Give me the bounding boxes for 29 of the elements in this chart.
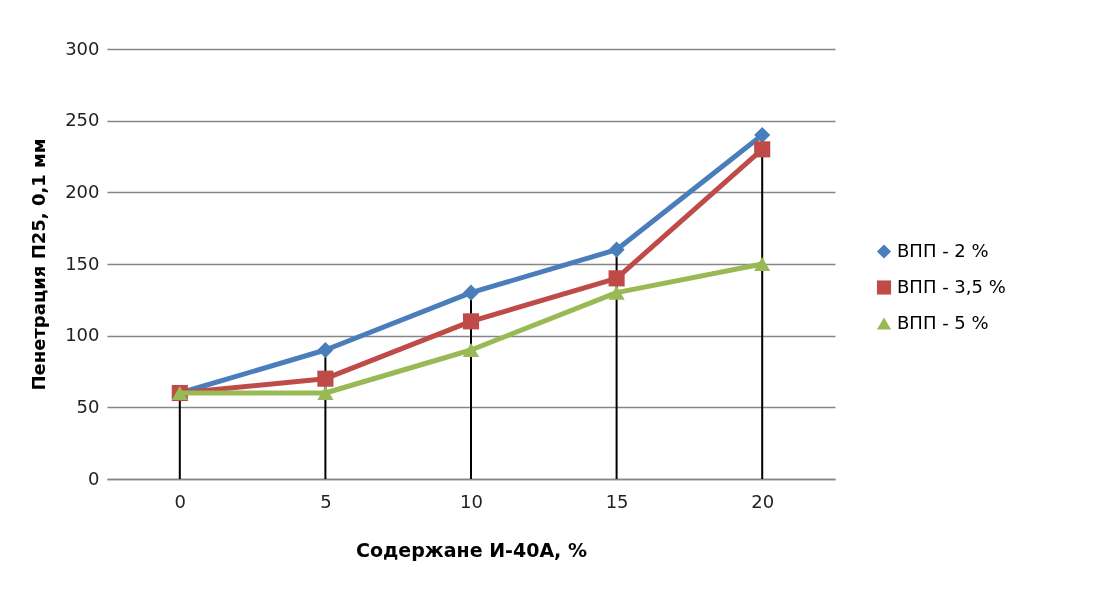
- point: [462, 284, 480, 301]
- y-tick-label: 250: [65, 109, 100, 131]
- y-tick-label: 0: [88, 467, 100, 489]
- y-tick-label: 300: [65, 37, 100, 59]
- point: [462, 343, 480, 357]
- x-tick-label: 0: [174, 490, 187, 512]
- point: [462, 313, 480, 330]
- point: [754, 126, 771, 144]
- legend-label: ВПП - 2 %: [897, 239, 989, 261]
- legend-label: ВПП - 5 %: [897, 311, 989, 333]
- point: [317, 341, 334, 359]
- point: [317, 370, 334, 387]
- x-tick-label: 20: [751, 490, 775, 512]
- x-tick-label: 10: [460, 490, 483, 512]
- legend-label: ВПП - 3,5 %: [897, 275, 1006, 297]
- x-axis-title: Содержане И-40А, %: [356, 538, 587, 561]
- point: [754, 257, 771, 271]
- point: [754, 141, 771, 158]
- x-tick-label: 5: [320, 490, 332, 512]
- y-axis-title: Пенетрация П25, 0,1 мм: [28, 138, 50, 391]
- y-tick-label: 200: [65, 180, 100, 202]
- x-tick-label: 15: [605, 490, 629, 512]
- point: [317, 386, 334, 400]
- point: [608, 270, 625, 287]
- y-tick-label: 50: [76, 395, 100, 417]
- point: [608, 241, 625, 258]
- point: [608, 285, 625, 300]
- y-tick-label: 100: [65, 324, 100, 346]
- y-tick-label: 150: [65, 252, 100, 274]
